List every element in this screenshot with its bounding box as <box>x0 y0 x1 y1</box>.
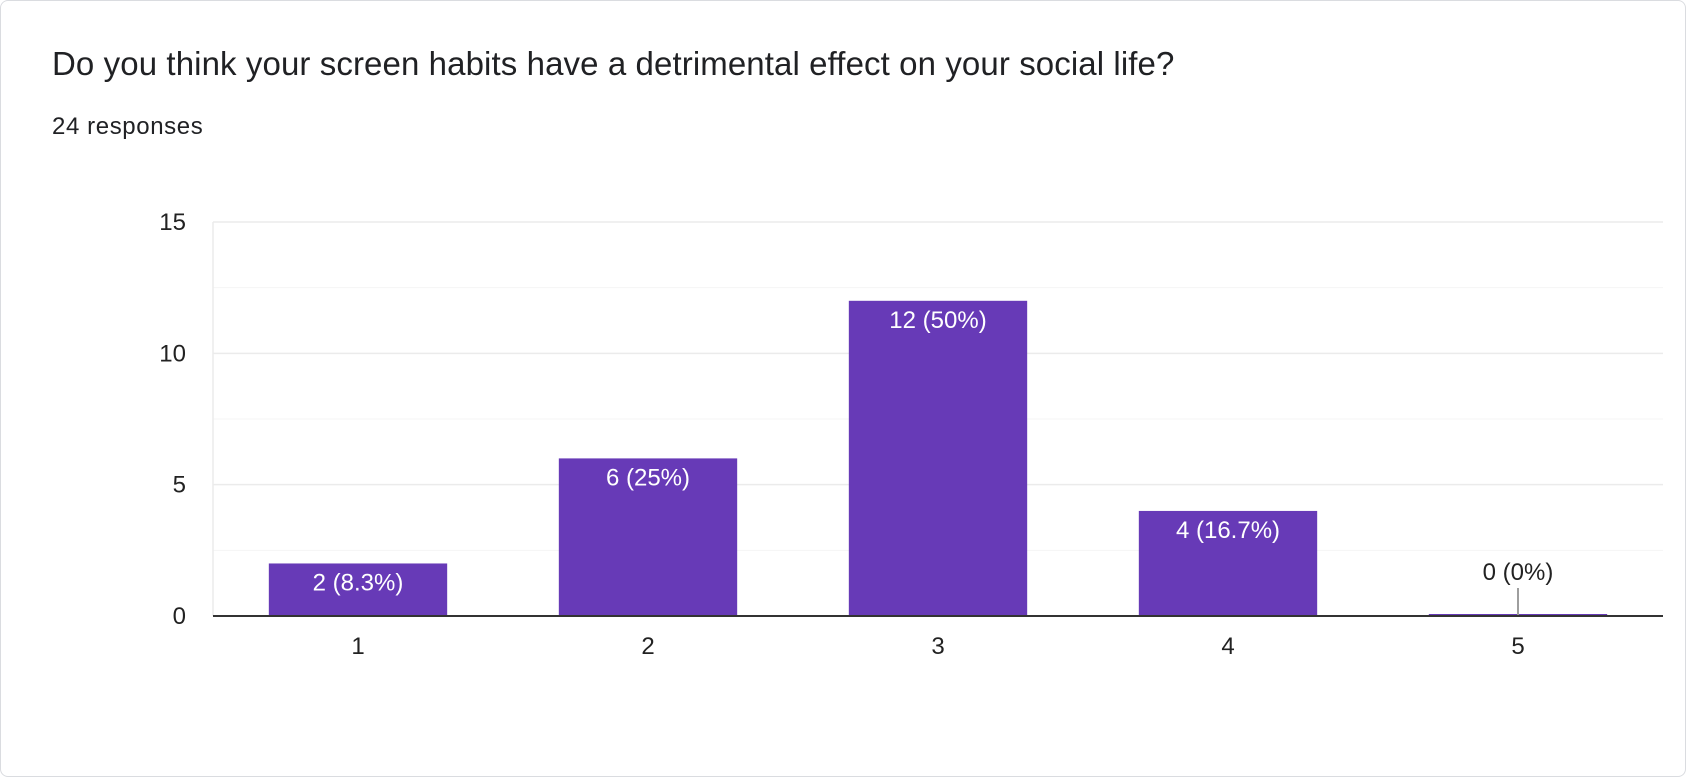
bar-value-label: 0 (0%) <box>1483 559 1554 586</box>
x-tick-label: 1 <box>351 633 364 660</box>
bar-value-label: 6 (25%) <box>606 464 690 491</box>
bar-value-label: 12 (50%) <box>889 307 986 334</box>
bar-3 <box>848 300 1028 616</box>
x-tick-label: 2 <box>641 633 654 660</box>
y-tick-label: 0 <box>173 603 186 630</box>
x-tick-label: 3 <box>931 633 944 660</box>
bar-value-label: 4 (16.7%) <box>1176 517 1280 544</box>
question-title: Do you think your screen habits have a d… <box>52 45 1175 82</box>
bar-4 <box>1138 510 1318 616</box>
y-tick-label: 10 <box>159 340 186 367</box>
bar-2 <box>558 458 738 616</box>
y-tick-label: 15 <box>159 209 186 236</box>
y-tick-label: 5 <box>173 472 186 499</box>
bar-1 <box>268 563 448 616</box>
bar-value-label: 2 (8.3%) <box>313 569 404 596</box>
x-tick-label: 4 <box>1221 633 1234 660</box>
x-tick-label: 5 <box>1511 633 1524 660</box>
response-count: 24 responses <box>52 113 204 140</box>
